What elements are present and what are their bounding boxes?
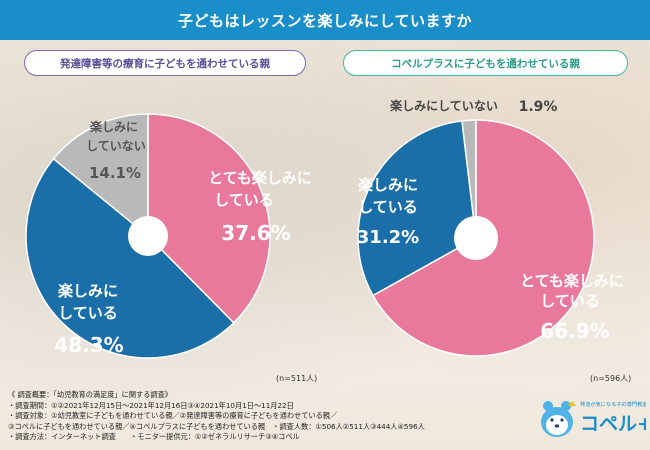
right-happy-line2: している (358, 198, 418, 216)
survey-notes: 《 調査概要：「幼児教育の満足度」に関する調査》 ・調査期間：①②2021年12… (8, 390, 548, 443)
left-very-happy-line1: とても楽しみに (208, 169, 312, 187)
pie-center-hole (454, 216, 498, 260)
right-label-very-happy: とても楽しみに している 66.9% (520, 272, 624, 343)
right-happy-value: 31.2% (357, 227, 419, 248)
page-title: 子どもはレッスンを楽しみにしていますか (0, 0, 650, 40)
left-label-happy: 楽しみに している 48.3% (54, 282, 123, 357)
note-line: ③コペルに子どもを通わせている親／④コペルプラスに子どもを通わせている親 ・調査… (8, 421, 425, 431)
right-label-happy: 楽しみに している 31.2% (357, 176, 419, 248)
right-not-happy-value: 1.9% (519, 99, 558, 115)
left-not-happy-value: 14.1% (89, 164, 141, 182)
left-label-not-happy: 楽しみに していない 14.1% (86, 119, 146, 182)
right-pie-chart (357, 119, 595, 357)
note-line: ・調査対象：①幼児教室に子どもを通わせている親／②発達障害等の療育に子どもを通わ… (8, 411, 338, 421)
right-happy-line1: 楽しみに (358, 176, 418, 194)
right-label-not-happy: 楽しみにしていない 1.9% (390, 98, 557, 115)
right-sample-size: (n=596人) (590, 374, 632, 383)
left-not-happy-line2: していない (86, 139, 146, 153)
right-very-happy-value: 66.9% (540, 319, 609, 343)
left-very-happy-value: 37.6% (221, 221, 290, 245)
left-very-happy-line2: している (214, 191, 274, 209)
left-label-very-happy: とても楽しみに している 37.6% (208, 169, 312, 245)
pie-center-hole (128, 216, 168, 256)
pie-slice (147, 113, 271, 324)
left-happy-value: 48.3% (54, 333, 123, 357)
right-chart-title: コペルプラスに子どもを通わせている親 (343, 50, 628, 76)
pie-slice (25, 157, 235, 359)
pie-slice (461, 119, 477, 239)
left-chart-title: 発達障害等の療育に子どもを通わせている親 (24, 50, 306, 76)
logo-tagline: 発達が気になる子の専門教室 (580, 400, 646, 408)
left-sample-size: (n=511人) (276, 374, 318, 383)
note-line: ・調査方法：インターネット調査 ・モニター提供元：①②ゼネラルリサーチ③④コペル (8, 432, 300, 442)
note-line: 《 調査概要：「幼児教育の満足度」に関する調査》 (8, 390, 172, 399)
right-very-happy-line2: している (540, 292, 600, 310)
bear-icon (541, 401, 576, 437)
right-very-happy-line1: とても楽しみに (520, 272, 624, 290)
note-line: ・調査期間：①②2021年12月15日～2021年12月16日③④2021年10… (8, 400, 294, 410)
right-not-happy-text: 楽しみにしていない (390, 98, 498, 113)
left-pie-chart (25, 113, 271, 359)
pie-slice (357, 120, 477, 297)
pie-slice (52, 113, 149, 238)
logo-name: コペル+ (580, 413, 646, 435)
copel-logo: 発達が気になる子の専門教室 コペル+ (541, 400, 646, 437)
left-happy-line1: 楽しみに (58, 282, 118, 300)
left-happy-line2: している (58, 304, 118, 322)
left-not-happy-line1: 楽しみに (90, 119, 138, 134)
